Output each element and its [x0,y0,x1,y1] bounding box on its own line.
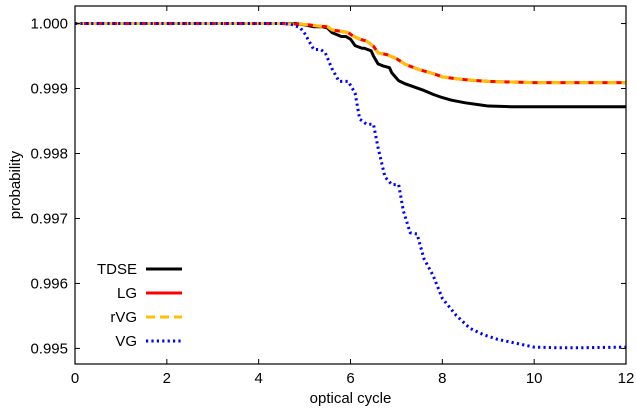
legend: TDSE LG rVG VG [97,261,182,350]
series-line-lg [75,22,626,85]
y-tick-label: 0.995 [30,340,68,357]
x-tick-label: 12 [618,370,635,387]
legend-label-tdse: TDSE [97,261,137,278]
series-line-rvg [75,22,626,85]
x-tick-label: 4 [254,370,262,387]
x-tick-label: 2 [163,370,171,387]
x-axis-title: optical cycle [310,390,392,407]
series-line-vg [75,22,626,350]
x-tick-label: 10 [526,370,543,387]
ticks-layer: 0 2 4 6 8 10 12 0.995 0.996 0.997 0.998 0.999 1.000 [30,6,634,387]
plot-frame [74,5,627,365]
y-tick-label: 0.999 [30,81,68,98]
y-axis-title: probability [7,150,24,219]
x-tick-label: 6 [346,370,354,387]
y-tick-label: 1.000 [30,16,68,33]
x-tick-label: 8 [438,370,446,387]
y-tick-label: 0.998 [30,145,68,162]
legend-label-lg: LG [117,285,137,302]
legend-label-vg: VG [115,333,137,350]
legend-label-rvg: rVG [110,309,137,326]
y-tick-label: 0.997 [30,210,68,227]
series-layer [75,22,626,350]
y-tick-label: 0.996 [30,275,68,292]
x-tick-label: 0 [71,370,79,387]
